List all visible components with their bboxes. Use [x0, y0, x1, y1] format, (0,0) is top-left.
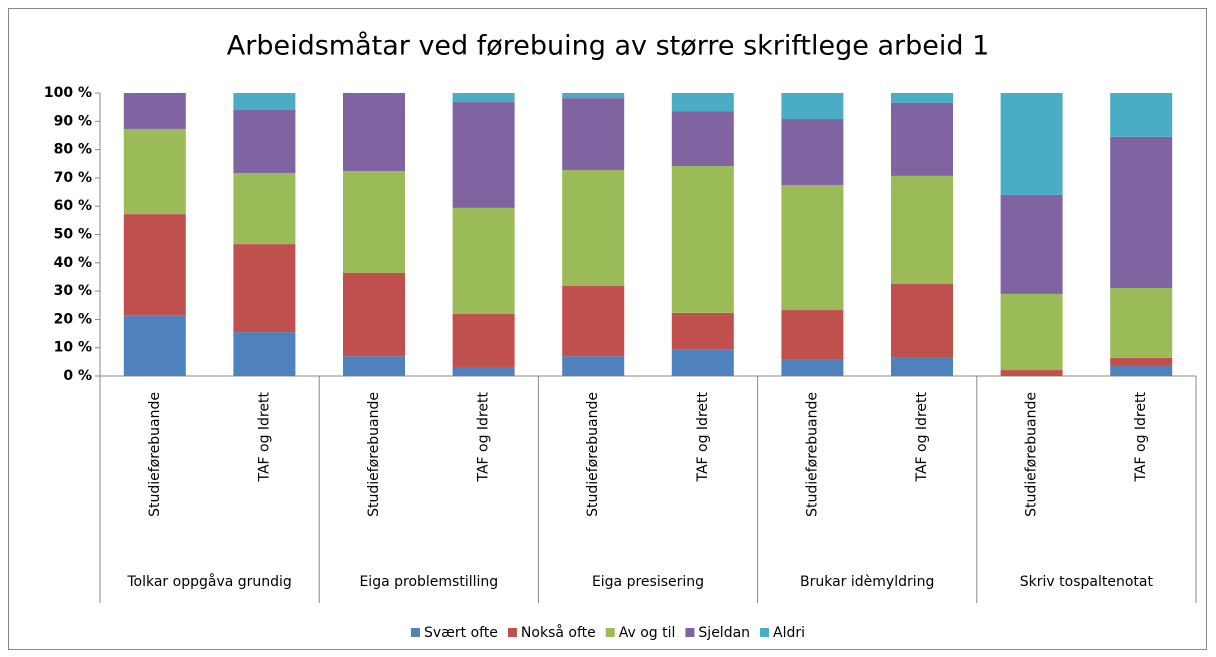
- bar-segment: [123, 315, 186, 376]
- y-tick-label: 90 %: [54, 113, 92, 129]
- legend-swatch: [410, 628, 420, 637]
- bar-segment: [781, 184, 844, 311]
- legend-label: Nokså ofte: [521, 624, 596, 641]
- bar-segment: [671, 312, 734, 350]
- bar-segment: [343, 93, 405, 172]
- bar-segment: [781, 93, 844, 120]
- legend-swatch: [605, 628, 615, 637]
- legend-swatch: [760, 628, 770, 637]
- x-tick-label: Studieførebuande: [366, 392, 382, 517]
- bar-segment: [781, 119, 844, 185]
- bar-segment: [343, 272, 405, 357]
- legend-label: Av og til: [619, 625, 676, 641]
- bar-segment: [562, 356, 625, 376]
- y-tick-label: 80 %: [54, 142, 92, 158]
- legend-swatch: [685, 628, 695, 637]
- bar-segment: [1110, 93, 1173, 137]
- bar-segment: [343, 356, 405, 376]
- bar-segment: [1000, 194, 1063, 294]
- bar-segment: [562, 93, 625, 99]
- group-label: Tolkar oppgåva grundig: [126, 573, 291, 590]
- bar-segment: [123, 214, 186, 316]
- bar-segment: [452, 366, 515, 376]
- x-tick-label: TAF og Idrett: [476, 392, 492, 483]
- bar-segment: [1110, 357, 1173, 367]
- bar-segment: [562, 169, 625, 287]
- legend-label: Sjeldan: [698, 625, 750, 641]
- y-tick-label: 60 %: [54, 198, 92, 214]
- bar-segment: [671, 349, 734, 376]
- bar-segment: [233, 332, 296, 376]
- legend-label: Svært ofte: [424, 625, 498, 641]
- group-label: Brukar idèmyldring: [800, 574, 934, 590]
- bar-segment: [891, 102, 953, 176]
- group-label: Eiga problemstilling: [359, 574, 498, 590]
- bar-segment: [671, 111, 734, 167]
- x-tick-label: TAF og Idrett: [256, 392, 272, 483]
- y-tick-label: 30 %: [54, 283, 92, 299]
- y-tick-label: 0 %: [63, 368, 92, 384]
- x-tick-label: TAF og Idrett: [695, 392, 711, 483]
- bar-segment: [233, 93, 296, 110]
- chart-title: Arbeidsmåtar ved førebuing av større skr…: [227, 31, 990, 62]
- bar-segment: [1110, 136, 1173, 288]
- group-label: Eiga presisering: [592, 574, 704, 590]
- bar-segment: [233, 244, 296, 333]
- x-tick-label: Studieførebuande: [804, 392, 820, 517]
- bar-segment: [452, 93, 515, 103]
- bar-segment: [891, 284, 953, 358]
- x-tick-label: Studieførebuande: [147, 392, 163, 517]
- x-tick-label: Studieførebuande: [1024, 392, 1040, 517]
- bar-segment: [1110, 287, 1173, 358]
- bar-segment: [123, 128, 186, 215]
- y-tick-label: 10 %: [54, 340, 92, 356]
- bar-segment: [1110, 366, 1173, 376]
- bar-segment: [452, 207, 515, 315]
- bar-segment: [1000, 293, 1063, 371]
- y-tick-label: 100 %: [44, 85, 92, 101]
- y-tick-label: 20 %: [54, 311, 92, 327]
- x-tick-label: TAF og Idrett: [914, 392, 930, 483]
- x-tick-label: TAF og Idrett: [1133, 392, 1149, 483]
- y-tick-label: 40 %: [54, 255, 92, 271]
- bar-segment: [781, 310, 844, 360]
- legend-label: Aldri: [773, 625, 805, 641]
- bar-segment: [671, 93, 734, 112]
- bar-segment: [343, 171, 405, 273]
- group-label: Skriv tospaltenotat: [1020, 574, 1154, 590]
- bar-segment: [123, 93, 186, 129]
- bar-segment: [452, 102, 515, 208]
- bar-segment: [891, 175, 953, 285]
- bar-segment: [1000, 370, 1063, 376]
- bar-segment: [891, 357, 953, 376]
- bar-segment: [452, 314, 515, 367]
- x-tick-label: Studieførebuande: [585, 392, 601, 517]
- bar-segment: [781, 359, 844, 376]
- bar-segment: [891, 93, 953, 103]
- bar-segment: [562, 98, 625, 170]
- y-tick-label: 70 %: [54, 170, 92, 186]
- legend-swatch: [507, 628, 517, 637]
- bar-segment: [562, 286, 625, 357]
- bar-segment: [671, 166, 734, 313]
- y-tick-label: 50 %: [54, 227, 92, 243]
- bar-segment: [1000, 93, 1063, 195]
- bar-segment: [233, 109, 296, 174]
- bar-segment: [233, 173, 296, 245]
